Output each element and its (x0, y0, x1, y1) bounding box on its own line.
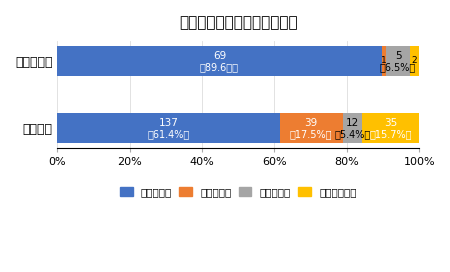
Bar (343, 113, 362, 143)
Legend: ガス給湯器, 石油給湯器, 電気温水器, エコキュート: ガス給湯器, 石油給湯器, 電気温水器, エコキュート (116, 183, 360, 201)
Text: （17.5%）: （17.5%） (290, 129, 333, 139)
Text: 5: 5 (395, 51, 401, 61)
Text: （89.6％）: （89.6％） (200, 63, 239, 72)
Bar (386, 46, 410, 76)
Text: 2: 2 (412, 56, 417, 65)
Title: 持ち家別　給湯器種類の分布: 持ち家別 給湯器種類の分布 (179, 15, 297, 30)
Bar (382, 46, 386, 76)
Text: 1: 1 (381, 56, 387, 65)
Text: 35: 35 (384, 118, 397, 128)
Text: （6.5%）: （6.5%） (380, 63, 416, 72)
Bar (362, 113, 419, 143)
Text: 39: 39 (305, 118, 318, 128)
Bar (410, 46, 419, 76)
Text: 69: 69 (213, 51, 226, 61)
Text: 137: 137 (158, 118, 178, 128)
Bar (57, 46, 382, 76)
Text: （61.4%）: （61.4%） (147, 129, 189, 139)
Text: （5.4%）: （5.4%） (334, 129, 371, 139)
Bar (57, 113, 279, 143)
Text: 12: 12 (346, 118, 359, 128)
Text: （15.7%）: （15.7%） (369, 129, 412, 139)
Bar (279, 113, 343, 143)
